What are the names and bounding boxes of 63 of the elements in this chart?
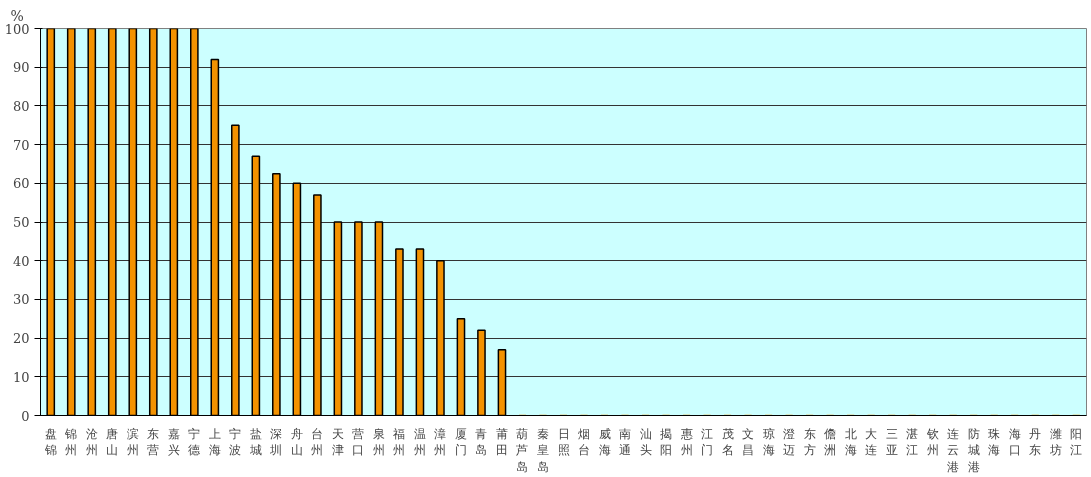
x-tick-label: 青岛 (475, 426, 488, 458)
y-tick-label: 40 (12, 253, 30, 269)
y-tick-label: 0 (21, 408, 30, 424)
x-tick-label: 大连 (865, 426, 878, 458)
x-tick-label: 唐山 (106, 426, 119, 458)
x-tick-label: 泉州 (372, 426, 385, 458)
x-tick-label: 滨州 (126, 426, 139, 458)
x-tick-label: 揭阳 (660, 426, 673, 458)
y-tick-label: 20 (12, 331, 30, 347)
x-tick-label: 琼海 (762, 426, 775, 458)
x-tick-label: 宁波 (229, 426, 242, 458)
x-tick-label: 东方 (803, 426, 816, 458)
x-tick-label: 营口 (352, 426, 365, 458)
x-tick-label: 三亚 (885, 426, 898, 458)
x-tick-label: 舟山 (290, 426, 303, 458)
x-tick-label: 湛江 (906, 426, 919, 458)
y-tick-label: 30 (12, 292, 30, 308)
x-tick-label: 台州 (311, 426, 324, 458)
x-tick-label: 厦门 (454, 426, 467, 458)
x-tick-label: 秦皇岛 (536, 426, 549, 475)
x-tick-label: 丹东 (1029, 426, 1042, 458)
x-tick-label: 潍坊 (1048, 426, 1062, 458)
x-tick-label: 南通 (619, 426, 632, 458)
x-tick-label: 盘锦 (43, 426, 57, 458)
x-tick-label: 天津 (331, 426, 344, 458)
x-tick-label: 宁德 (188, 426, 201, 458)
x-tick-label: 东营 (147, 426, 160, 458)
x-tick-label: 江门 (701, 426, 714, 458)
x-tick-label: 温州 (413, 426, 426, 458)
x-tick-label: 深圳 (269, 426, 283, 458)
x-tick-label: 烟台 (578, 426, 591, 458)
x-tick-label: 漳州 (434, 426, 447, 458)
y-tick-label: 90 (12, 60, 30, 76)
y-tick-label: 50 (12, 215, 30, 230)
x-tick-label: 阳江 (1070, 426, 1083, 458)
x-tick-label: 盐城 (248, 426, 262, 458)
x-tick-label: 海口 (1008, 426, 1021, 458)
x-tick-label: 珠海 (988, 426, 1001, 458)
y-tick-label: 60 (12, 176, 30, 192)
y-axis-title: % (10, 7, 24, 24)
x-tick-label: 连云港 (947, 426, 960, 475)
y-tick-label: 10 (12, 369, 30, 385)
x-tick-label: 上海 (208, 426, 221, 458)
x-tick-label: 儋洲 (824, 426, 837, 458)
x-tick-label: 威海 (598, 426, 611, 458)
y-tick-label: 70 (12, 137, 30, 153)
x-tick-label: 沧州 (85, 426, 98, 458)
x-tick-label: 汕头 (639, 426, 652, 458)
x-tick-label: 茂名 (721, 426, 734, 458)
x-tick-label: 惠州 (679, 426, 693, 458)
x-tick-label: 莆田 (495, 426, 508, 458)
x-tick-label: 北海 (844, 426, 857, 458)
x-tick-label: 澄迈 (783, 426, 796, 458)
x-tick-label: 锦州 (64, 426, 78, 458)
x-tick-label: 日照 (557, 426, 570, 458)
x-tick-label: 文昌 (742, 426, 755, 458)
x-tick-label: 防城港 (966, 426, 980, 475)
y-tick-label: 80 (12, 98, 30, 114)
x-tick-label: 福州 (393, 426, 406, 458)
y-tick-label: 100 (4, 21, 30, 37)
x-tick-label: 嘉兴 (167, 426, 180, 458)
x-tick-label: 钦州 (925, 426, 939, 458)
x-tick-label: 葫芦岛 (516, 426, 529, 475)
